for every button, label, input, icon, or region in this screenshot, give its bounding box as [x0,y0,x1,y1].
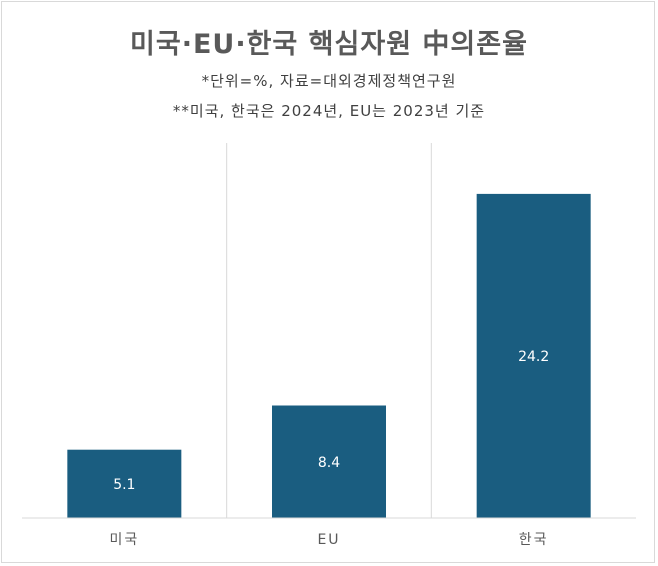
bar-value-label: 5.1 [113,477,135,493]
bar-value-label: 8.4 [318,455,340,471]
bar-value-label: 24.2 [518,349,549,365]
bar [476,193,591,518]
chart-note-unit-source: *단위=%, 자료=대외경제정책연구원 [201,72,457,90]
chart-title: 미국·EU·한국 핵심자원 中의존율 [130,29,528,60]
bar [272,405,386,518]
category-label: 한국 [519,532,549,548]
category-label: EU [317,532,340,548]
bar [67,449,182,518]
chart-note-base-year: **미국, 한국은 2024년, EU는 2023년 기준 [172,102,486,120]
category-label: 미국 [109,532,139,548]
